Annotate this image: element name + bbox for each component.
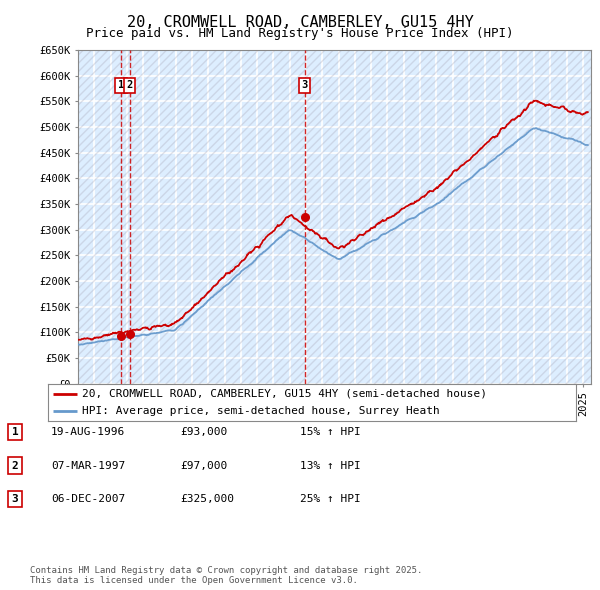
Text: Price paid vs. HM Land Registry's House Price Index (HPI): Price paid vs. HM Land Registry's House … <box>86 27 514 40</box>
Text: 1: 1 <box>11 427 19 437</box>
Text: 1: 1 <box>118 80 124 90</box>
Text: HPI: Average price, semi-detached house, Surrey Heath: HPI: Average price, semi-detached house,… <box>82 406 440 415</box>
Text: 13% ↑ HPI: 13% ↑ HPI <box>300 461 361 470</box>
Text: £325,000: £325,000 <box>180 494 234 504</box>
Text: Contains HM Land Registry data © Crown copyright and database right 2025.
This d: Contains HM Land Registry data © Crown c… <box>30 566 422 585</box>
Text: 19-AUG-1996: 19-AUG-1996 <box>51 427 125 437</box>
Text: 15% ↑ HPI: 15% ↑ HPI <box>300 427 361 437</box>
Text: 3: 3 <box>302 80 308 90</box>
Text: 2: 2 <box>127 80 133 90</box>
Text: 20, CROMWELL ROAD, CAMBERLEY, GU15 4HY: 20, CROMWELL ROAD, CAMBERLEY, GU15 4HY <box>127 15 473 30</box>
Text: 20, CROMWELL ROAD, CAMBERLEY, GU15 4HY (semi-detached house): 20, CROMWELL ROAD, CAMBERLEY, GU15 4HY (… <box>82 389 487 398</box>
Text: £97,000: £97,000 <box>180 461 227 470</box>
Text: 25% ↑ HPI: 25% ↑ HPI <box>300 494 361 504</box>
Text: 2: 2 <box>11 461 19 470</box>
Text: 3: 3 <box>11 494 19 504</box>
Text: £93,000: £93,000 <box>180 427 227 437</box>
Text: 07-MAR-1997: 07-MAR-1997 <box>51 461 125 470</box>
Text: 06-DEC-2007: 06-DEC-2007 <box>51 494 125 504</box>
